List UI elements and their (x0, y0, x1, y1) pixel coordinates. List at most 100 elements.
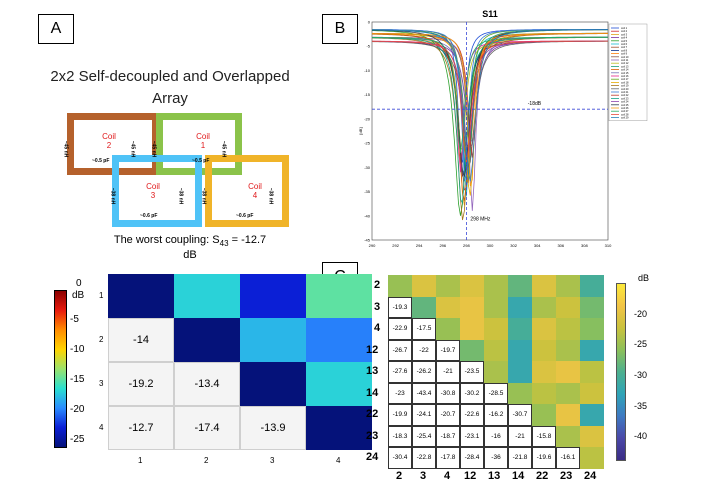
heatmap-a-cell (306, 362, 372, 406)
heatmap-c-col-label: 24 (584, 469, 597, 482)
x-tick-label: 292 (392, 243, 399, 248)
heatmap-a-cell: -13.4 (174, 362, 240, 406)
heatmap-c-cell (508, 382, 532, 404)
heatmap-c-row-label: 14 (366, 386, 379, 399)
heatmap-c-cell: -26.2 (412, 361, 436, 383)
colorbar-a-tick: -15 (70, 374, 85, 385)
inductor-label: ~45 nH (220, 140, 227, 158)
legend-entry: coil 6 (621, 42, 628, 46)
heatmap-c-cell: -16.2 (484, 404, 508, 426)
legend-entry: coil 11 (621, 58, 629, 62)
legend-entry: coil 24 (621, 100, 629, 104)
inductor-label: ~38 nH (177, 187, 184, 205)
heatmap-c-cell: -19.7 (436, 339, 460, 361)
legend-entry: coil 2 (621, 29, 628, 33)
heatmap-c-cell (436, 275, 460, 297)
y-tick-label: -35 (364, 189, 371, 194)
heatmap-a-col-label: 4 (336, 456, 341, 465)
heatmap-c-cell (388, 275, 412, 297)
colorbar-c-tick: -35 (634, 400, 648, 411)
heatmap-c-cell (580, 296, 604, 318)
worst-coupling-text: The worst coupling: S43 = -12.7 (113, 234, 267, 249)
heatmap-c-cell (532, 382, 556, 404)
colorbar-c-tick: -20 (634, 308, 648, 319)
s11-chart: S11290292294296298300302304306308310[MHz… (358, 9, 648, 248)
y-tick-label: -45 (364, 238, 371, 243)
heatmap-c-cell (412, 296, 436, 318)
heatmap-c-cell: -16 (484, 425, 508, 447)
legend-entry: coil 13 (621, 64, 629, 68)
legend-entry: coil 5 (621, 39, 628, 43)
heatmap-a-row-label: 2 (99, 335, 104, 344)
colorbar-a-tick: 0 (76, 278, 82, 289)
colorbar-a-tick: -25 (70, 434, 85, 445)
legend-entry: coil 19 (621, 84, 629, 88)
heatmap-c-col-label: 2 (396, 469, 403, 482)
heatmap-c-row-label: 2 (374, 279, 381, 291)
heatmap-a-cell (240, 274, 306, 318)
heatmap-c-cell: -26.7 (388, 339, 412, 361)
heatmap-c-cell (532, 361, 556, 383)
heatmap-c-row-label: 23 (366, 429, 379, 442)
heatmap-c-col-label: 22 (536, 469, 549, 482)
heatmap-c-cell: -16.1 (556, 447, 580, 469)
y-tick-label: -15 (364, 92, 371, 97)
heatmap-c-row-label: 3 (374, 300, 381, 313)
heatmap-c-cell (556, 382, 580, 404)
heatmap-c-cell (484, 275, 508, 297)
heatmap-c-cell (580, 425, 604, 447)
legend-entry: coil 15 (621, 71, 629, 75)
array-title-line2: Array (152, 90, 188, 107)
heatmap-c-cell (412, 275, 436, 297)
heatmap-c-cell: -30.4 (388, 447, 412, 469)
heatmap-c-row-label: 22 (366, 408, 379, 420)
s11-series-line (372, 36, 609, 153)
heatmap-c-cell: -30.7 (508, 404, 532, 426)
x-tick-label: 306 (557, 243, 564, 248)
heatmap-c-cell (556, 425, 580, 447)
colorbar-a (54, 290, 67, 448)
legend-entry: coil 28 (621, 112, 629, 116)
coil-1-label: Coil 1 (196, 132, 210, 150)
heatmap-c-cell: -23 (388, 382, 412, 404)
heatmap-c-cell: -22.9 (388, 318, 412, 340)
heatmap-a-cell (306, 318, 372, 362)
heatmap-a-cell (240, 362, 306, 406)
legend-entry: coil 17 (621, 77, 629, 81)
legend-entry: coil 20 (621, 87, 629, 91)
heatmap-c-cell: -23.1 (460, 425, 484, 447)
inductor-label: ~38 nH (109, 187, 116, 205)
heatmap-c-cell: -19.3 (388, 296, 412, 318)
x-tick-label: 304 (534, 243, 541, 248)
legend-entry: coil 14 (621, 68, 629, 72)
colorbar-a-label: dB (72, 290, 85, 301)
heatmap-c-cell (508, 339, 532, 361)
heatmap-c-cell (580, 404, 604, 426)
heatmap-c-cell (484, 318, 508, 340)
heatmap-a-row-label: 3 (99, 379, 104, 388)
y-tick-label: -5 (366, 44, 370, 49)
heatmap-c-cell: -17.8 (436, 447, 460, 469)
heatmap-c-cell: -18.3 (388, 425, 412, 447)
s11-series-line (371, 40, 608, 163)
heatmap-c-cell: -28.5 (484, 382, 508, 404)
y-axis-label: [dB] (358, 127, 363, 134)
legend-entry: coil 9 (621, 52, 628, 56)
x-tick-label: 300 (487, 243, 494, 248)
plot-area (371, 21, 609, 241)
heatmap-a-row-label: 1 (99, 291, 104, 300)
panel-label-a: A (38, 14, 74, 44)
heatmap-c-cell (508, 275, 532, 297)
y-tick-label: -30 (364, 165, 371, 170)
panel-label-b: B (322, 14, 358, 44)
inductor-label: ~45 nH (150, 140, 157, 158)
heatmap-c-cell (532, 318, 556, 340)
y-tick-label: -20 (364, 116, 371, 121)
heatmap-c-cell: -20.7 (436, 404, 460, 426)
heatmap-c-cell: -22.8 (412, 447, 436, 469)
colorbar-c-tick: -40 (634, 431, 648, 442)
colorbar-a-tick: -5 (70, 314, 79, 325)
heatmap-a-cell: -17.4 (174, 406, 240, 450)
inductor-label: ~38 nH (267, 187, 274, 205)
heatmap-c-cell (580, 382, 604, 404)
